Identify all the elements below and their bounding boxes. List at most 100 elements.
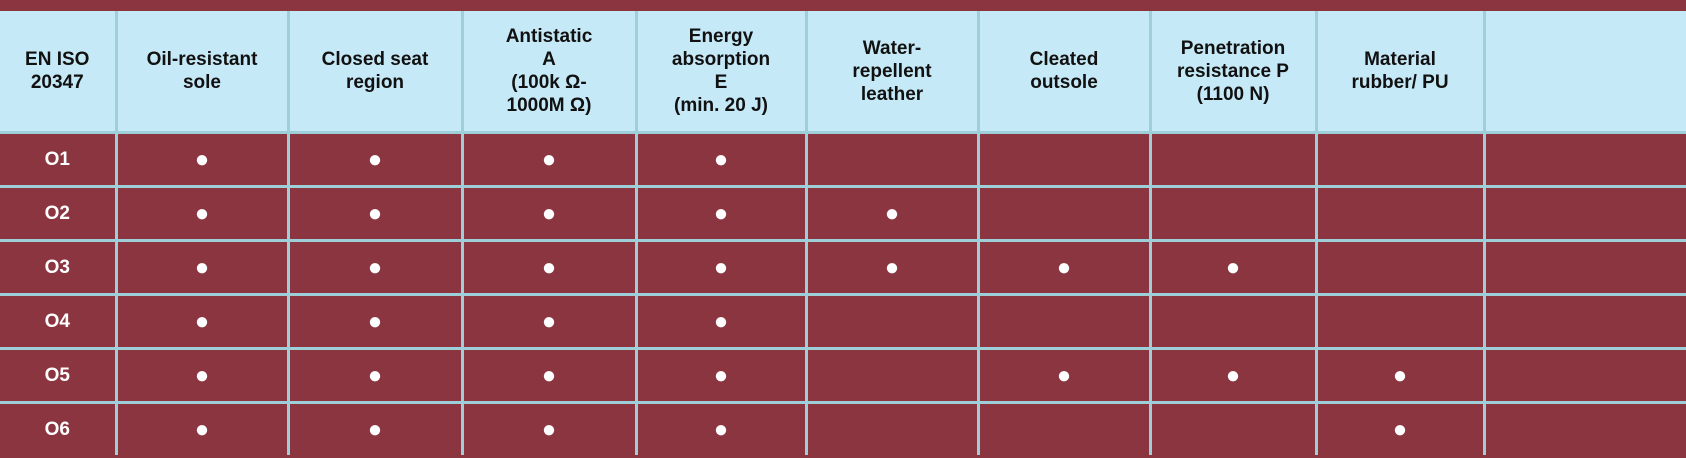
- empty-cell: [1148, 293, 1318, 350]
- empty-cell: [1314, 131, 1486, 188]
- header-line: EN ISO: [25, 49, 90, 70]
- table-row: O6 ● ● ● ● ●: [0, 401, 1686, 455]
- table-row: O3 ● ● ● ● ● ● ●: [0, 239, 1686, 296]
- table-row: O4 ● ● ● ●: [0, 293, 1686, 350]
- feature-dot: ●: [114, 239, 290, 296]
- header-line: absorption: [671, 49, 771, 70]
- feature-dot: ●: [634, 185, 808, 242]
- column-header: Cleated outsole: [976, 11, 1152, 134]
- row-label: O1: [0, 131, 118, 188]
- empty-cell: [804, 347, 980, 404]
- feature-dot: ●: [460, 293, 638, 350]
- header-line: A: [542, 49, 556, 70]
- feature-dot: ●: [114, 347, 290, 404]
- empty-cell: [1482, 131, 1686, 188]
- feature-dot: ●: [460, 347, 638, 404]
- empty-cell: [1482, 293, 1686, 350]
- feature-dot: ●: [976, 347, 1152, 404]
- header-line: Material: [1364, 49, 1436, 70]
- header-line: Water-: [862, 37, 922, 59]
- empty-cell: [976, 293, 1152, 350]
- header-line: E: [714, 72, 728, 93]
- header-line: outsole: [1030, 72, 1098, 93]
- feature-dot: ●: [114, 185, 290, 242]
- empty-cell: [804, 401, 980, 455]
- feature-dot: ●: [286, 185, 464, 242]
- feature-dot: ●: [286, 401, 464, 455]
- feature-dot: ●: [114, 401, 290, 455]
- feature-dot: ●: [286, 131, 464, 188]
- feature-dot: ●: [634, 347, 808, 404]
- empty-cell: [976, 401, 1152, 455]
- header-line: (1100 N): [1196, 83, 1270, 105]
- feature-dot: ●: [1148, 347, 1318, 404]
- empty-cell: [1482, 401, 1686, 455]
- empty-cell: [1482, 239, 1686, 296]
- feature-dot: ●: [1314, 401, 1486, 455]
- table-wrap: EN ISO 20347 Oil-resistant sole Closed seat r…: [0, 11, 1686, 458]
- feature-dot: ●: [634, 293, 808, 350]
- header-line: 1000M Ω): [506, 95, 592, 116]
- header-line: 20347: [30, 72, 84, 93]
- empty-header: [1482, 11, 1686, 134]
- feature-dot: ●: [286, 293, 464, 350]
- feature-dot: ●: [114, 131, 290, 188]
- empty-cell: [1148, 401, 1318, 455]
- header-line: Energy: [688, 26, 754, 47]
- feature-dot: ●: [114, 293, 290, 350]
- header-line: rubber/ PU: [1351, 72, 1449, 93]
- feature-dot: ●: [460, 401, 638, 455]
- column-header: Antistatic A (100k Ω- 1000M Ω): [460, 11, 638, 134]
- header-line: region: [345, 72, 405, 93]
- empty-cell: [976, 131, 1152, 188]
- feature-dot: ●: [460, 239, 638, 296]
- empty-cell: [804, 131, 980, 188]
- empty-cell: [1314, 185, 1486, 242]
- feature-dot: ●: [634, 401, 808, 455]
- row-label: O2: [0, 185, 118, 242]
- row-label: O5: [0, 347, 118, 404]
- header-row: EN ISO 20347 Oil-resistant sole Closed seat r…: [0, 11, 1686, 134]
- feature-dot: ●: [804, 239, 980, 296]
- feature-dot: ●: [634, 239, 808, 296]
- column-header: EN ISO 20347: [0, 11, 118, 134]
- column-header: Oil-resistant sole: [114, 11, 290, 134]
- column-header: Material rubber/ PU: [1314, 11, 1486, 134]
- header-line: (100k Ω-: [511, 72, 587, 93]
- empty-cell: [804, 293, 980, 350]
- header-line: repellent: [852, 60, 932, 82]
- feature-dot: ●: [460, 185, 638, 242]
- feature-dot: ●: [460, 131, 638, 188]
- header-line: leather: [860, 83, 924, 105]
- column-header: Penetration resistance P (1100 N): [1148, 11, 1318, 134]
- header-line: sole: [182, 72, 222, 93]
- row-label: O4: [0, 293, 118, 350]
- header-line: (min. 20 J): [674, 95, 768, 116]
- feature-dot: ●: [634, 131, 808, 188]
- header-line: Cleated: [1029, 49, 1099, 70]
- empty-cell: [1148, 185, 1318, 242]
- empty-cell: [976, 185, 1152, 242]
- header-line: Closed seat: [321, 49, 429, 70]
- table-row: O5 ● ● ● ● ● ● ●: [0, 347, 1686, 404]
- feature-dot: ●: [286, 239, 464, 296]
- header-line: Antistatic: [505, 26, 593, 47]
- row-label: O3: [0, 239, 118, 296]
- feature-dot: ●: [1314, 347, 1486, 404]
- header-line: resistance P: [1177, 60, 1289, 82]
- column-header: Energy absorption E (min. 20 J): [634, 11, 808, 134]
- standards-table: EN ISO 20347 Oil-resistant sole Closed seat r…: [0, 11, 1686, 455]
- empty-cell: [1314, 239, 1486, 296]
- column-header: Closed seat region: [286, 11, 464, 134]
- feature-dot: ●: [286, 347, 464, 404]
- feature-dot: ●: [804, 185, 980, 242]
- feature-dot: ●: [976, 239, 1152, 296]
- empty-cell: [1148, 131, 1318, 188]
- header-line: Oil-resistant: [146, 49, 258, 70]
- row-label: O6: [0, 401, 118, 455]
- table-row: O2 ● ● ● ● ●: [0, 185, 1686, 242]
- table-row: O1 ● ● ● ●: [0, 131, 1686, 188]
- column-header: Water-repellent leather: [804, 11, 980, 134]
- empty-cell: [1482, 185, 1686, 242]
